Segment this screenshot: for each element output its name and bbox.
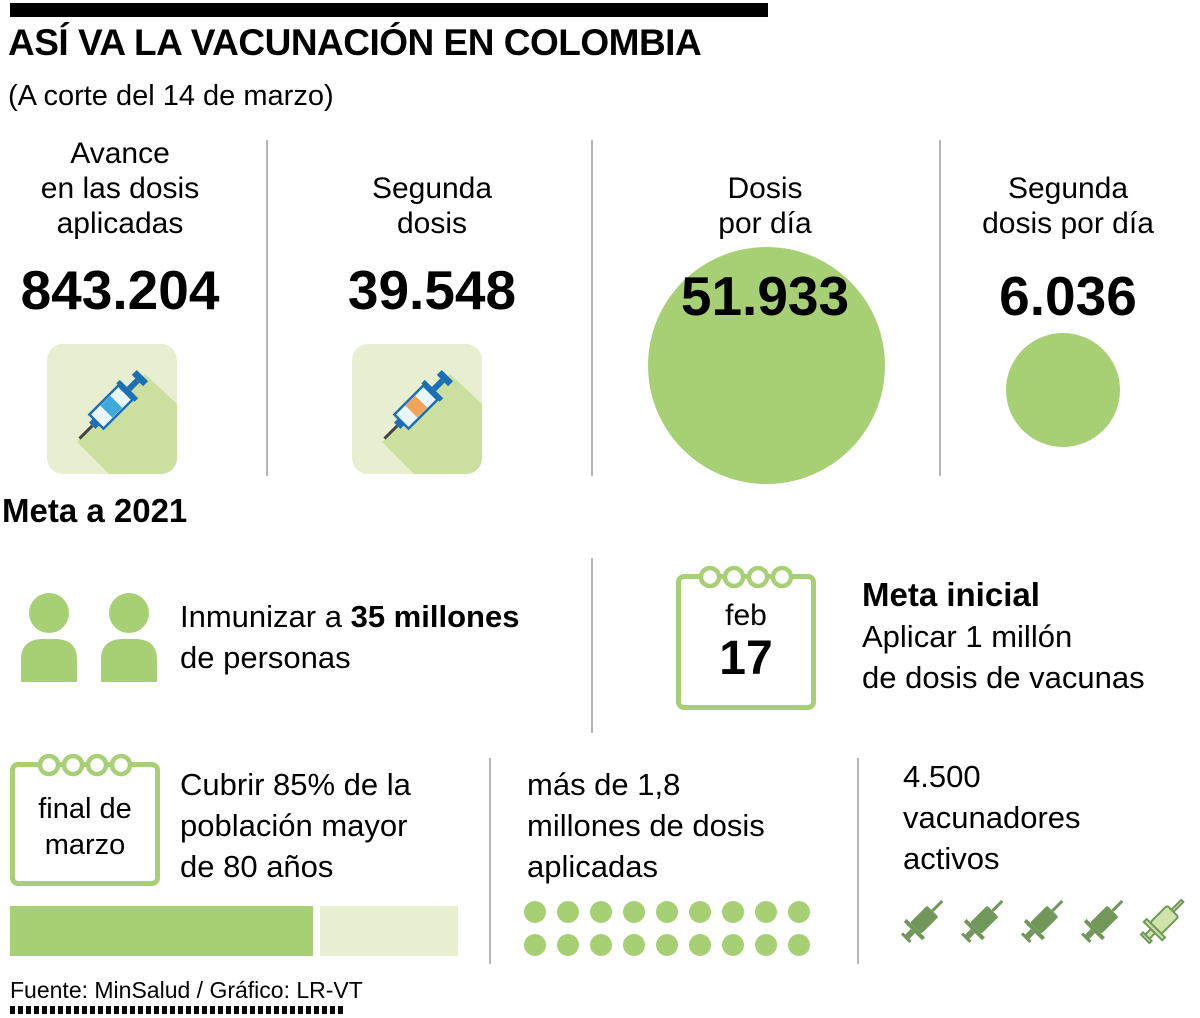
dose-dot <box>557 934 579 956</box>
spiral-binding-icon <box>37 753 133 777</box>
divider <box>591 558 593 733</box>
calendar-day: 17 <box>719 632 773 685</box>
dose-dots <box>524 901 810 956</box>
divider <box>939 140 941 476</box>
stat-value-doses-per-day: 51.933 <box>680 265 850 327</box>
calendar-icon: feb 17 <box>676 565 816 710</box>
initial-goal-block: Meta inicial Aplicar 1 millón de dosis d… <box>862 576 1145 698</box>
dose-dot <box>524 934 546 956</box>
syringe-tile <box>352 344 482 474</box>
initial-goal-body: Aplicar 1 millón de dosis de vacunas <box>862 619 1145 695</box>
dose-dot <box>722 934 744 956</box>
vaccinator-syringes <box>896 890 1194 948</box>
person-icon <box>21 593 77 682</box>
calendar-text: final de marzo <box>38 793 132 861</box>
stat-value-second-doses: 39.548 <box>347 259 517 321</box>
applied-doses-text: más de 1,8 millones de dosis aplicadas <box>527 767 765 884</box>
syringe-icon <box>77 369 177 474</box>
syringe-icon <box>382 369 482 474</box>
dose-dot <box>557 901 579 923</box>
goal-heading: Meta a 2021 <box>2 492 188 529</box>
divider <box>266 140 268 476</box>
dose-dot <box>755 901 777 923</box>
fine-print-marks <box>10 1006 345 1014</box>
syringe-icon <box>960 899 1004 944</box>
dose-dot <box>590 901 612 923</box>
page-title: ASÍ VA LA VACUNACIÓN EN COLOMBIA <box>8 22 702 63</box>
doses-per-day-circle <box>648 247 885 484</box>
people-icon <box>16 592 162 682</box>
dose-dot <box>656 934 678 956</box>
dose-dot <box>689 934 711 956</box>
dose-dot <box>722 901 744 923</box>
divider <box>591 140 593 476</box>
second-doses-per-day-circle <box>1006 333 1120 447</box>
dose-dot <box>623 934 645 956</box>
calendar-month: feb <box>725 599 767 632</box>
coverage-goal-text: Cubrir 85% de la población mayor de 80 a… <box>180 767 411 884</box>
progress-bar-filled <box>10 906 313 956</box>
immunize-prefix: Inmunizar a <box>180 599 351 634</box>
stat-value-doses-applied: 843.204 <box>20 259 220 321</box>
syringe-icon <box>1080 899 1124 944</box>
page-subtitle: (A corte del 14 de marzo) <box>8 80 334 112</box>
syringe-icon <box>1139 898 1185 945</box>
stat-label-second-doses-per-day: Segunda dosis por día <box>982 172 1154 240</box>
person-icon <box>101 593 157 682</box>
initial-goal-title: Meta inicial <box>862 576 1040 613</box>
dose-dot <box>788 901 810 923</box>
vaccinators-text: 4.500 vacunadores activos <box>903 759 1081 876</box>
dose-dot <box>788 934 810 956</box>
divider <box>857 758 859 964</box>
stat-label-doses-per-day: Dosis por día <box>718 172 812 240</box>
source-credit: Fuente: MinSalud / Gráfico: LR-VT <box>10 977 363 1003</box>
syringe-icon <box>1020 899 1064 944</box>
spiral-binding-icon <box>698 565 794 589</box>
dose-dot <box>656 901 678 923</box>
syringe-tile <box>47 344 177 474</box>
stat-label-second-doses: Segunda dosis <box>371 172 493 240</box>
top-black-bar <box>10 3 768 17</box>
stat-label-doses-applied: Avance en las dosis aplicadas <box>40 137 200 240</box>
dose-dot <box>689 901 711 923</box>
divider <box>489 758 491 964</box>
syringe-icon <box>900 899 944 944</box>
dose-dot <box>524 901 546 923</box>
calendar-icon: final de marzo <box>10 753 160 886</box>
dose-dot <box>623 901 645 923</box>
immunize-suffix: de personas <box>180 640 351 675</box>
stat-value-second-doses-per-day: 6.036 <box>999 265 1137 327</box>
dose-dot <box>590 934 612 956</box>
progress-bar-remainder <box>320 906 458 956</box>
immunize-goal-text: Inmunizar a 35 millones de personas <box>180 596 519 678</box>
immunize-number: 35 millones <box>350 599 520 634</box>
dose-dot <box>755 934 777 956</box>
